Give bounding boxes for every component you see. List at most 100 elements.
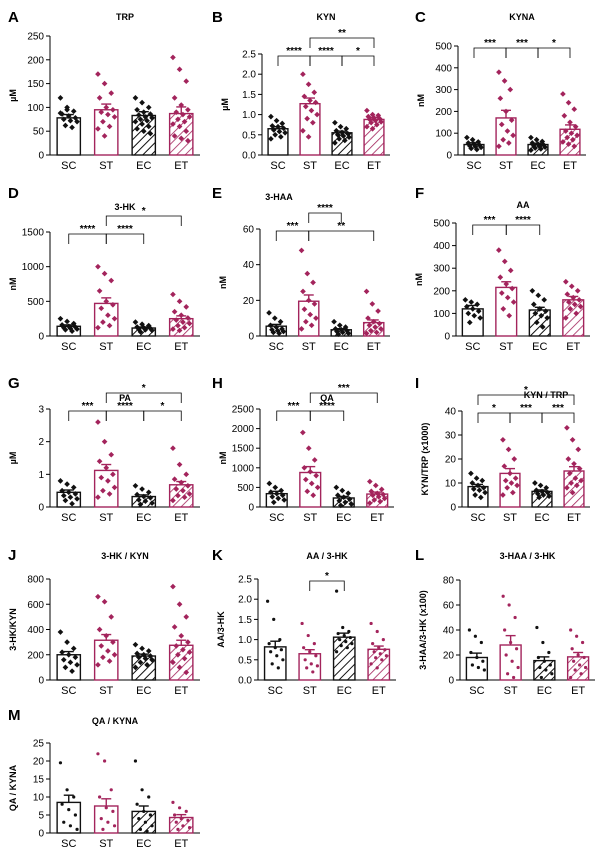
data-point (574, 132, 580, 139)
data-point (314, 111, 320, 118)
data-point (137, 329, 144, 335)
x-tick-label: SC (270, 160, 285, 172)
data-point (479, 477, 486, 484)
data-point (109, 788, 113, 792)
data-point (340, 133, 347, 139)
data-point (476, 665, 480, 670)
data-point (95, 71, 101, 77)
data-point (342, 499, 349, 506)
data-point (111, 484, 118, 491)
data-point (140, 128, 147, 135)
x-tick-label: ET (174, 341, 188, 353)
data-point (181, 824, 185, 828)
data-point (511, 456, 518, 462)
data-point (72, 654, 79, 661)
y-tick-label: 40 (443, 626, 455, 637)
data-point (569, 489, 576, 496)
data-point (310, 279, 316, 286)
data-point (348, 635, 352, 640)
data-point (171, 308, 178, 315)
y-axis-label: nM (218, 452, 228, 465)
y-tick-label: 0 (248, 503, 254, 514)
y-axis-label: KYN/TRP (x1000) (420, 423, 430, 496)
bar-ST (93, 639, 119, 681)
data-point (381, 495, 388, 502)
data-point (145, 489, 152, 496)
data-point (185, 106, 191, 113)
data-point (311, 301, 318, 307)
significance-bracket (309, 410, 345, 421)
data-point (106, 123, 113, 130)
y-tick-label: 500 (237, 483, 254, 494)
data-point (176, 66, 183, 73)
data-point (170, 291, 176, 298)
data-point (57, 629, 64, 635)
data-point (110, 106, 116, 113)
data-point (74, 662, 80, 668)
data-point (183, 304, 190, 310)
y-tick-label: 150 (27, 79, 44, 90)
data-point (507, 267, 514, 274)
x-tick-label: ET (174, 685, 188, 697)
y-tick-label: 3 (38, 405, 44, 416)
data-point (134, 106, 140, 113)
data-point (62, 122, 69, 129)
data-point (345, 330, 352, 337)
data-point (311, 670, 315, 674)
x-tick-label: EC (537, 685, 552, 697)
data-point (100, 654, 106, 661)
data-point (367, 500, 373, 506)
data-point (577, 303, 584, 310)
data-point (105, 648, 111, 654)
data-point (307, 311, 314, 318)
data-point (574, 287, 581, 294)
data-point (67, 659, 74, 666)
y-tick-label: 0 (38, 151, 44, 162)
data-point (368, 119, 374, 126)
data-point (565, 141, 572, 147)
panel-title: 3-HAA (265, 192, 293, 202)
significance-bracket (309, 392, 378, 403)
data-point (514, 482, 520, 489)
data-point (267, 489, 274, 495)
data-point (368, 327, 374, 334)
significance-label: *** (516, 38, 528, 49)
data-point (575, 634, 579, 638)
data-point (501, 594, 505, 598)
data-point (474, 301, 481, 308)
data-point (473, 634, 477, 638)
significance-bracket (505, 47, 539, 58)
data-point (536, 306, 543, 312)
data-point (95, 419, 101, 425)
data-point (272, 617, 276, 622)
x-tick-label: ET (566, 341, 580, 353)
y-axis-label: nM (416, 94, 426, 107)
significance-bracket (143, 410, 182, 421)
y-tick-label: 80 (443, 576, 455, 587)
data-point (57, 95, 64, 101)
data-point (95, 324, 101, 331)
data-point (565, 99, 572, 106)
data-point (535, 292, 542, 299)
data-point (175, 322, 181, 329)
data-point (305, 297, 312, 304)
data-point (62, 497, 69, 504)
data-point (137, 817, 141, 821)
x-tick-label: ET (174, 838, 188, 850)
data-point (178, 479, 185, 486)
data-point (273, 646, 277, 650)
data-point (302, 476, 309, 483)
data-point (186, 818, 190, 823)
significance-bracket (105, 215, 182, 226)
data-point (99, 817, 103, 821)
data-point (563, 315, 569, 321)
data-point (100, 319, 106, 325)
data-point (302, 103, 309, 110)
data-point (142, 498, 149, 504)
data-point (307, 468, 314, 475)
data-point (331, 318, 337, 325)
data-point (576, 653, 580, 657)
